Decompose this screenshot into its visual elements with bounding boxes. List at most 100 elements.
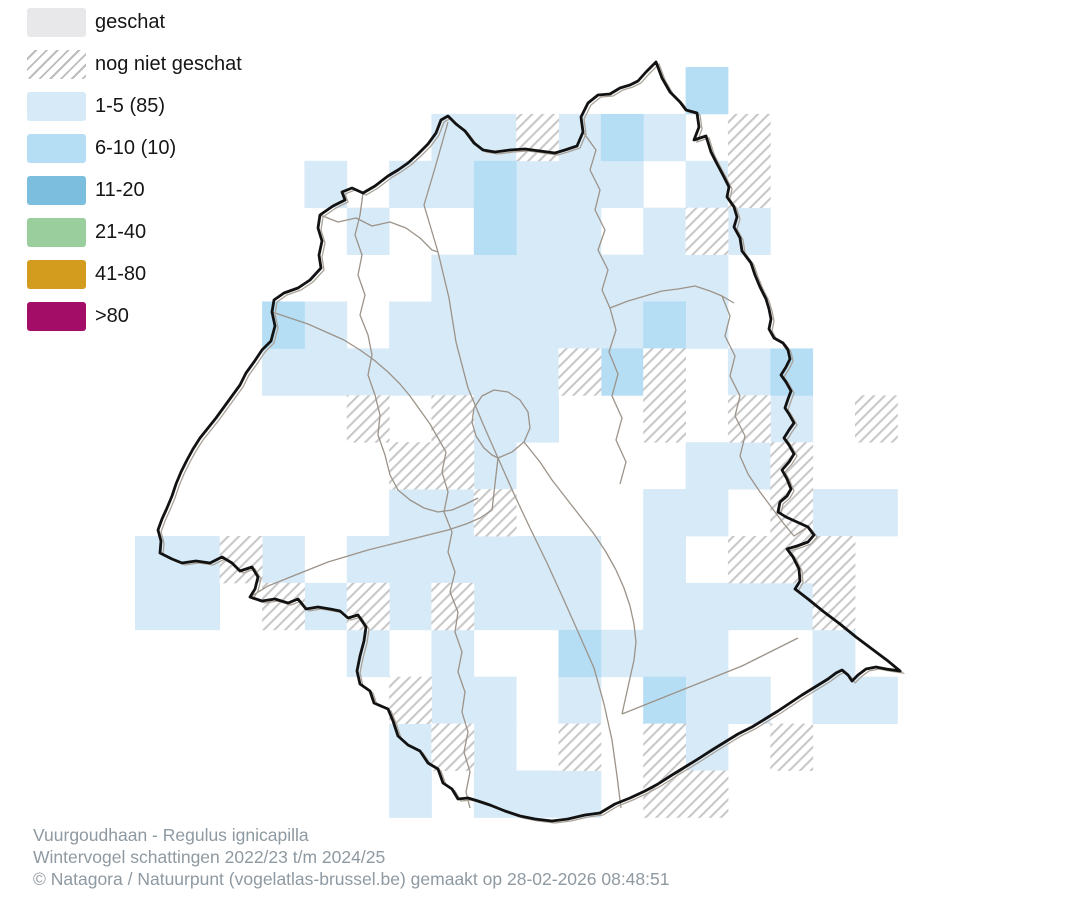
grid-cell-1-5 — [855, 676, 898, 724]
grid-cell-1-5 — [727, 582, 771, 631]
legend-item-class-1-5: 1-5 (85) — [27, 92, 242, 121]
grid-cell-1-5 — [600, 160, 644, 209]
grid-cell-not-estimated — [558, 723, 602, 771]
grid-cell-1-5 — [600, 629, 644, 678]
grid-cell-not-estimated — [685, 207, 729, 255]
grid-cell-1-5 — [389, 536, 432, 584]
municipality-boundary-line — [621, 637, 799, 715]
grid-cell-1-5 — [304, 160, 348, 209]
municipality-boundary-line — [319, 214, 439, 253]
grid-cell-1-5 — [558, 536, 602, 584]
grid-cell-6-10 — [473, 207, 517, 255]
grid-cell-not-estimated — [727, 536, 771, 584]
grid-cell-1-5 — [643, 489, 686, 537]
municipality-boundary-line — [249, 457, 499, 598]
legend-label-class-11-20: 11-20 — [95, 179, 145, 201]
grid-cell-1-5 — [727, 442, 771, 490]
grid-cell-6-10 — [643, 301, 686, 349]
legend-label-class-1-5: 1-5 (85) — [95, 95, 166, 117]
legend-swatch-class-21-40 — [27, 218, 86, 247]
grid-cell-1-5 — [643, 113, 686, 162]
legend-item-estimated: geschat — [27, 8, 242, 37]
grid-cell-1-5 — [685, 442, 729, 490]
grid-cell-1-5 — [558, 676, 602, 724]
legend-label-class-6-10: 6-10 (10) — [95, 137, 177, 159]
grid-cell-not-estimated — [346, 395, 390, 443]
grid-cell-not-estimated — [727, 113, 771, 162]
grid-cell-1-5 — [558, 160, 602, 209]
grid-cell-1-5 — [727, 676, 771, 724]
grid-cell-1-5 — [558, 207, 602, 255]
legend-label-class-41-80: 41-80 — [95, 263, 147, 285]
grid-cell-1-5 — [304, 582, 348, 631]
grid-cell-1-5 — [262, 536, 305, 584]
legend-swatch-class-11-20 — [27, 176, 86, 205]
municipality-boundary-line — [441, 451, 471, 809]
grid-cell-1-5 — [473, 723, 517, 771]
grid-cell-1-5 — [812, 489, 856, 537]
grid-cell-not-estimated — [855, 395, 898, 443]
grid-cell-not-estimated — [558, 348, 602, 396]
caption-credit: © Natagora / Natuurpunt (vogelatlas-brus… — [33, 869, 670, 889]
grid-cells-layer — [135, 67, 898, 818]
grid-cell-6-10 — [600, 348, 644, 396]
grid-cell-1-5 — [558, 301, 602, 349]
grid-cell-1-5 — [558, 582, 602, 631]
grid-cell-1-5 — [431, 536, 475, 584]
grid-cell-not-estimated — [812, 582, 856, 631]
municipality-boundary-line — [609, 285, 735, 309]
grid-cell-1-5 — [473, 536, 517, 584]
grid-cell-not-estimated — [812, 536, 856, 584]
grid-cell-1-5 — [516, 770, 559, 818]
grid-cell-1-5 — [389, 489, 432, 537]
grid-cell-not-estimated — [262, 582, 305, 631]
grid-cell-1-5 — [431, 489, 475, 537]
legend-item-class-11-20: 11-20 — [27, 176, 242, 205]
grid-cell-1-5 — [643, 582, 686, 631]
legend-label-class-21-40: 21-40 — [95, 221, 147, 243]
municipality-boundary-line — [271, 311, 447, 453]
grid-cell-not-estimated — [431, 395, 475, 443]
grid-cell-1-5 — [685, 582, 729, 631]
grid-cell-1-5 — [516, 395, 559, 443]
grid-cell-1-5 — [685, 301, 729, 349]
region-border-shadow-line — [160, 62, 906, 824]
municipality-boundary-line — [471, 389, 531, 459]
grid-cell-1-5 — [389, 770, 432, 818]
grid-cell-1-5 — [473, 348, 517, 396]
grid-cell-1-5 — [516, 348, 559, 396]
grid-cell-1-5 — [643, 629, 686, 678]
grid-cell-not-estimated — [346, 582, 390, 631]
grid-cell-1-5 — [685, 489, 729, 537]
grid-cell-1-5 — [346, 536, 390, 584]
grid-cell-1-5 — [727, 207, 771, 255]
municipality-boundary-line — [747, 473, 807, 537]
grid-cell-not-estimated — [431, 582, 475, 631]
grid-cell-not-estimated — [473, 489, 517, 537]
grid-cell-1-5 — [177, 582, 221, 631]
grid-cell-1-5 — [473, 582, 517, 631]
legend-item-not-yet-estimated: nog niet geschat — [27, 50, 242, 79]
grid-cell-1-5 — [473, 301, 517, 349]
grid-cell-1-5 — [389, 582, 432, 631]
grid-cell-not-estimated — [770, 723, 814, 771]
grid-cell-6-10 — [600, 113, 644, 162]
grid-cell-not-estimated — [389, 442, 432, 490]
grid-cell-not-estimated — [431, 442, 475, 490]
grid-cell-1-5 — [516, 301, 559, 349]
municipality-boundaries — [249, 121, 807, 809]
region-border — [156, 60, 906, 824]
legend-swatch-class-41-80 — [27, 260, 86, 289]
grid-cell-not-estimated — [685, 770, 729, 818]
grid-cell-1-5 — [516, 254, 559, 302]
grid-cell-not-estimated — [727, 160, 771, 209]
legend-item-class-21-40: 21-40 — [27, 218, 242, 247]
grid-cell-not-estimated — [643, 770, 686, 818]
legend: geschat nog niet geschat 1-5 (85) 6-10 (10)… — [27, 8, 242, 344]
grid-cell-1-5 — [262, 348, 305, 396]
grid-cell-1-5 — [685, 676, 729, 724]
grid-cell-1-5 — [473, 770, 517, 818]
municipality-boundary-line — [721, 295, 749, 475]
grid-cell-1-5 — [600, 301, 644, 349]
